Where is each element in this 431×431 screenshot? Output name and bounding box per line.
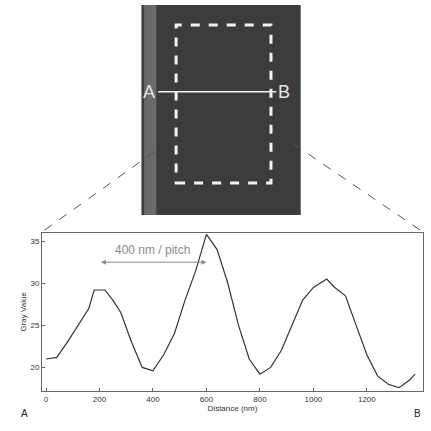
svg-text:600: 600 <box>200 395 214 404</box>
svg-text:800: 800 <box>253 395 267 404</box>
svg-text:200: 200 <box>93 395 107 404</box>
svg-text:B: B <box>278 82 290 102</box>
svg-text:30: 30 <box>30 279 39 288</box>
svg-text:B: B <box>414 408 421 419</box>
svg-text:400: 400 <box>146 395 160 404</box>
svg-text:400 nm / pitch: 400 nm / pitch <box>115 243 190 257</box>
svg-text:0: 0 <box>44 395 49 404</box>
svg-text:1000: 1000 <box>304 395 322 404</box>
svg-text:1200: 1200 <box>358 395 376 404</box>
svg-text:Gray Value: Gray Value <box>19 292 28 332</box>
svg-text:35: 35 <box>30 237 39 246</box>
svg-text:20: 20 <box>30 363 39 372</box>
svg-text:A: A <box>21 408 28 419</box>
svg-text:Distance (nm): Distance (nm) <box>208 404 258 413</box>
svg-text:A: A <box>143 82 155 102</box>
svg-text:25: 25 <box>30 321 39 330</box>
